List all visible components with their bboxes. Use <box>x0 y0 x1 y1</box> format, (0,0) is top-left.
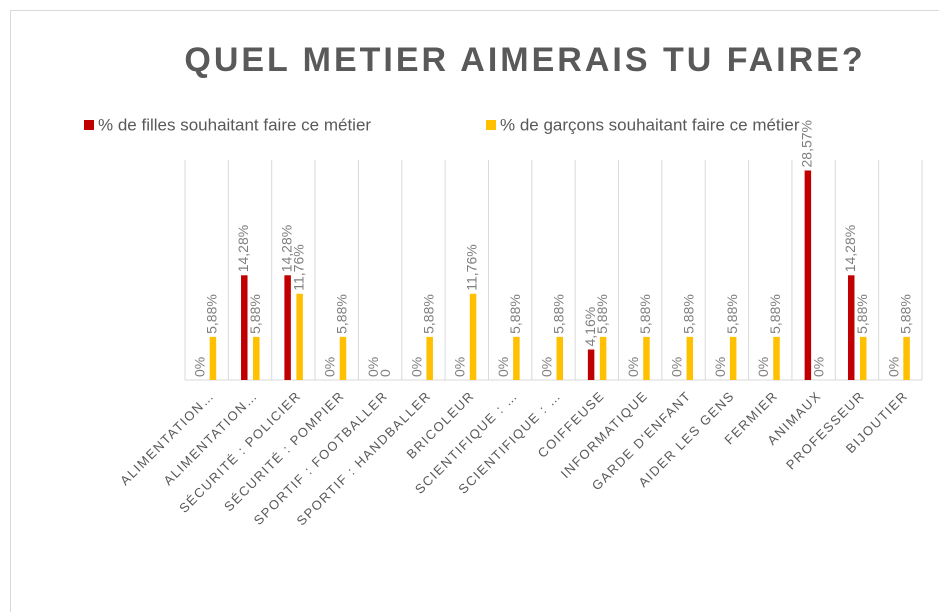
data-label: 5,88% <box>681 294 697 334</box>
legend-swatch <box>84 120 94 130</box>
data-label: 5,88% <box>204 294 220 334</box>
data-label: 0 <box>377 369 393 377</box>
legend-label: % de filles souhaitant faire ce métier <box>98 115 371 134</box>
data-label: 0% <box>669 357 685 377</box>
bar <box>599 336 607 380</box>
bar <box>241 275 248 380</box>
bar <box>339 336 347 380</box>
bar <box>284 275 291 380</box>
bar <box>643 336 650 380</box>
data-label: 5,88% <box>897 294 913 334</box>
data-label: 0% <box>452 357 468 377</box>
data-label: 11,76% <box>464 244 480 290</box>
data-label: 5,88% <box>334 294 350 334</box>
data-label: 0% <box>755 357 771 377</box>
data-label: 0% <box>495 357 511 377</box>
data-label: 0% <box>408 357 424 377</box>
bar <box>209 336 217 380</box>
data-label: 11,76% <box>290 244 306 290</box>
data-label: 14,28% <box>278 225 294 272</box>
data-label: 5,88% <box>724 294 740 334</box>
bar <box>686 336 694 380</box>
data-label: 5,88% <box>507 294 523 334</box>
data-label: 0% <box>625 357 641 377</box>
bar <box>804 170 812 380</box>
data-label: 5,88% <box>637 294 653 334</box>
data-label: 5,88% <box>594 294 610 334</box>
bar <box>469 293 477 380</box>
data-label: 0% <box>885 357 901 377</box>
chart-title: QUEL METIER AIMERAIS TU FAIRE? <box>184 41 865 79</box>
data-label: 5,88% <box>550 294 566 334</box>
bar <box>847 275 855 380</box>
bar <box>556 336 563 380</box>
data-label: 14,28% <box>842 225 858 272</box>
data-label: 0% <box>322 357 338 377</box>
data-label: 4,16% <box>582 307 598 347</box>
data-label: 5,88% <box>767 294 783 334</box>
legend-swatch <box>486 120 496 130</box>
data-label: 0% <box>192 357 208 377</box>
bar <box>729 336 737 380</box>
bar <box>773 336 780 380</box>
bar <box>426 336 433 380</box>
data-label: 5,88% <box>854 294 870 334</box>
data-label: 5,88% <box>420 294 436 334</box>
data-label: 0% <box>811 357 827 377</box>
bar <box>296 293 303 380</box>
bar <box>253 336 260 380</box>
bar <box>587 349 595 380</box>
data-label: 5,88% <box>247 294 263 334</box>
bar <box>859 336 867 380</box>
data-label: 14,28% <box>235 225 251 272</box>
data-label: 0% <box>538 357 554 377</box>
bar <box>513 336 520 380</box>
data-label: 0% <box>712 357 728 377</box>
data-label: 28,57% <box>799 120 815 167</box>
bar <box>903 336 910 380</box>
legend-label: % de garçons souhaitant faire ce métier <box>500 115 800 134</box>
data-label: 0% <box>365 357 381 377</box>
